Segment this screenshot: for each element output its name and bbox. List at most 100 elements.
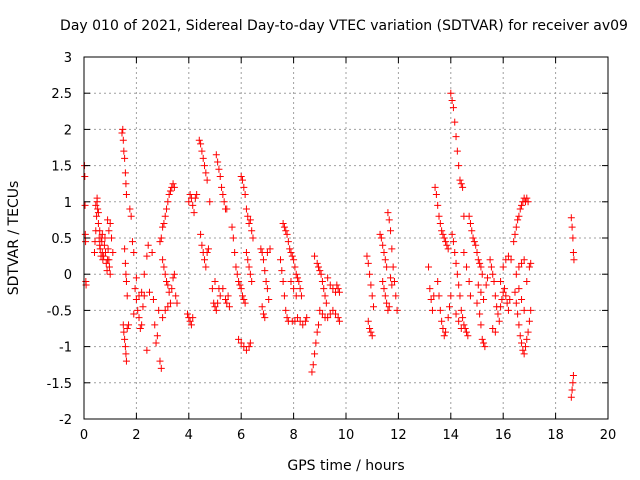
data-point xyxy=(156,238,164,246)
data-point xyxy=(170,270,178,278)
data-point xyxy=(311,350,319,358)
data-point xyxy=(161,270,169,278)
data-point xyxy=(288,252,296,260)
data-point xyxy=(313,328,321,336)
data-point xyxy=(320,285,328,293)
data-point xyxy=(164,281,172,289)
data-point xyxy=(280,223,288,231)
data-point xyxy=(299,321,307,329)
data-point xyxy=(105,256,113,264)
data-point xyxy=(308,368,316,376)
x-tick-label: 20 xyxy=(600,428,617,443)
data-point xyxy=(280,292,288,300)
data-point xyxy=(440,234,448,242)
data-point xyxy=(449,104,457,112)
data-point xyxy=(121,245,129,253)
data-point xyxy=(520,350,528,358)
data-point xyxy=(472,241,480,249)
data-point xyxy=(245,343,253,351)
data-point xyxy=(518,339,526,347)
data-point xyxy=(435,292,443,300)
data-point xyxy=(499,288,507,296)
data-point xyxy=(156,357,164,365)
data-point xyxy=(91,238,99,246)
data-point xyxy=(444,245,452,253)
data-point xyxy=(93,212,101,220)
data-point xyxy=(94,209,102,217)
data-point xyxy=(246,216,254,224)
data-point xyxy=(261,267,269,275)
data-point xyxy=(173,299,181,307)
data-point xyxy=(510,238,518,246)
data-point xyxy=(195,136,203,144)
data-point xyxy=(431,183,439,191)
data-point xyxy=(82,238,90,246)
data-point xyxy=(166,299,174,307)
data-point xyxy=(321,292,329,300)
data-point xyxy=(221,296,229,304)
data-point xyxy=(290,285,298,293)
data-point xyxy=(160,263,168,271)
data-point xyxy=(201,162,209,170)
data-point xyxy=(125,321,133,329)
data-point xyxy=(265,296,273,304)
data-point xyxy=(93,194,101,202)
data-point xyxy=(385,216,393,224)
data-point xyxy=(524,198,532,206)
data-point xyxy=(456,292,464,300)
data-point xyxy=(511,230,519,238)
data-point xyxy=(206,198,214,206)
data-point xyxy=(465,212,473,220)
data-point xyxy=(161,212,169,220)
data-point xyxy=(314,263,322,271)
y-tick-label: 0 xyxy=(64,268,72,283)
y-tick-label: 0.5 xyxy=(51,232,72,247)
data-point xyxy=(427,296,435,304)
data-point xyxy=(97,252,105,260)
data-point xyxy=(216,172,224,180)
data-point xyxy=(81,172,89,180)
data-point xyxy=(229,234,237,242)
data-point xyxy=(463,328,471,336)
data-point xyxy=(364,317,372,325)
data-point xyxy=(101,248,109,256)
data-point xyxy=(460,248,468,256)
data-point xyxy=(466,220,474,228)
data-point xyxy=(98,238,106,246)
data-point xyxy=(474,256,482,264)
data-point xyxy=(187,321,195,329)
data-point xyxy=(502,292,510,300)
x-tick-label: 14 xyxy=(443,428,460,443)
data-point xyxy=(457,306,465,314)
data-point xyxy=(236,281,244,289)
data-point xyxy=(212,151,220,159)
data-point xyxy=(202,169,210,177)
data-point xyxy=(379,277,387,285)
data-point xyxy=(504,306,512,314)
data-point xyxy=(161,306,169,314)
data-point xyxy=(143,346,151,354)
data-point xyxy=(294,314,302,322)
data-point xyxy=(118,129,126,137)
data-point xyxy=(455,317,463,325)
data-point xyxy=(121,154,129,162)
data-point xyxy=(282,306,290,314)
data-point xyxy=(524,328,532,336)
x-tick-label: 18 xyxy=(547,428,564,443)
data-point xyxy=(368,292,376,300)
data-point xyxy=(489,325,497,332)
data-point xyxy=(569,248,577,256)
data-point xyxy=(476,310,484,318)
data-point xyxy=(186,191,194,199)
data-point xyxy=(239,176,247,184)
data-point xyxy=(376,230,384,238)
data-point xyxy=(245,220,253,228)
data-point xyxy=(132,274,140,282)
data-point xyxy=(384,306,392,314)
data-point xyxy=(460,321,468,329)
data-point xyxy=(98,230,106,238)
data-point xyxy=(477,321,485,329)
data-point xyxy=(245,263,253,271)
data-point xyxy=(384,209,392,217)
data-point xyxy=(436,220,444,228)
